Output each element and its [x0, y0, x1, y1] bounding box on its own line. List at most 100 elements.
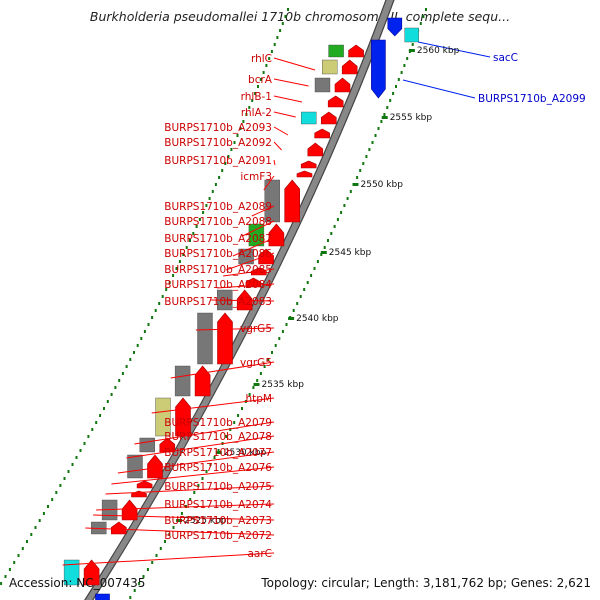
inner-tick-ring-dot	[192, 232, 195, 235]
outer-tick-ring-dot	[327, 239, 329, 242]
outer-tick-ring-dot	[346, 197, 349, 200]
outer-tick-ring-dot	[306, 281, 309, 284]
gene-label-reverse: BURPS1710b_A2087	[164, 233, 272, 245]
outer-tick-ring-dot	[155, 554, 158, 557]
leader-line-reverse	[117, 451, 275, 474]
kbp-major-tick	[381, 116, 388, 119]
inner-tick-ring-dot	[133, 351, 135, 354]
accession-text: Accession: NC_007435	[9, 576, 146, 590]
outer-tick-ring-dot	[274, 344, 277, 347]
outer-tick-ring-dot	[229, 428, 232, 431]
kbp-label: 2545 kbp	[329, 248, 372, 258]
leader-line-reverse	[85, 527, 275, 536]
outer-tick-ring-dot	[362, 162, 365, 165]
inner-tick-ring-dot	[165, 288, 168, 291]
inner-tick-ring-dot	[172, 274, 175, 277]
inner-tick-ring-dot	[59, 484, 62, 487]
cog-block	[174, 365, 191, 397]
gene-arrow-reverse	[268, 223, 285, 247]
inner-tick-ring-dot	[208, 197, 211, 200]
topology-text: Topology: circular; Length: 3,181,762 bp…	[261, 576, 591, 590]
cog-track	[63, 27, 419, 586]
leader-line-forward	[402, 79, 476, 99]
outer-tick-ring-dot	[386, 106, 389, 109]
inner-tick-ring-dot	[230, 148, 233, 151]
outer-tick-ring-dot	[333, 225, 336, 228]
outer-tick-ring-dot	[374, 134, 377, 137]
inner-tick-ring-dot	[251, 99, 254, 102]
leader-line-reverse	[111, 466, 275, 485]
inner-tick-ring-dot	[195, 225, 198, 228]
inner-tick-ring-dot	[51, 498, 54, 501]
gene-label-reverse: BURPS1710b_A2085	[164, 264, 272, 276]
outer-tick-ring-dot	[349, 190, 352, 193]
gene-label-reverse: vgrG5	[240, 323, 272, 335]
outer-tick-ring-dot	[320, 253, 323, 256]
outer-tick-ring-dot	[142, 575, 145, 578]
gene-label-reverse: BURPS1710b_A2086	[164, 248, 272, 260]
gene-arrow-reverse	[121, 499, 138, 521]
outer-tick-ring-dot	[343, 204, 346, 207]
inner-tick-ring-dot	[161, 295, 164, 298]
outer-tick-ring-dot	[267, 358, 270, 361]
outer-tick-ring-dot	[299, 295, 302, 298]
outer-tick-ring-dot	[422, 15, 425, 18]
outer-tick-ring-dot	[340, 211, 343, 214]
inner-tick-ring-dot	[211, 190, 214, 193]
gene-label-reverse: BURPS1710b_A2074	[164, 499, 272, 511]
leader-line-reverse	[273, 141, 282, 151]
outer-tick-ring-dot	[164, 540, 166, 543]
leader-line-reverse	[211, 299, 275, 302]
gene-arrow-reverse	[334, 77, 351, 93]
outer-tick-ring-dot	[138, 582, 141, 585]
outer-tick-ring-dot	[259, 372, 262, 375]
backbone-edge-right	[92, 0, 395, 600]
outer-tick-ring-dot	[380, 120, 383, 123]
gene-arrow-forward	[95, 593, 110, 600]
inner-tick-ring-dot	[38, 519, 41, 522]
gene-arrow-reverse	[147, 454, 163, 479]
gene-label-reverse: icmF3	[240, 171, 272, 183]
inner-tick-ring-dot	[91, 428, 94, 431]
inner-tick-ring-dot	[254, 92, 257, 95]
inner-tick-ring-dot	[281, 22, 284, 25]
inner-tick-ring-dot	[205, 204, 208, 207]
gene-track	[83, 17, 403, 600]
leader-line-reverse	[126, 435, 275, 459]
outer-tick-ring-dot	[313, 267, 316, 270]
inner-tick-ring-dot	[248, 106, 251, 109]
cog-block	[197, 312, 213, 365]
inner-tick-ring-dot	[265, 64, 268, 67]
kbp-label: 2530 kbp	[224, 448, 267, 458]
gene-label-reverse: BURPS1710b_A2083	[164, 296, 272, 308]
leader-line-forward	[417, 41, 491, 58]
outer-tick-ring-dot	[205, 470, 208, 473]
inner-tick-ring-dot	[26, 540, 28, 543]
kbp-label: 2535 kbp	[262, 380, 305, 390]
inner-tick-ring-dot	[79, 449, 82, 452]
outer-tick-ring-dot	[425, 8, 427, 11]
cog-block	[404, 27, 419, 43]
gene-label-reverse: BURPS1710b_A2075	[164, 481, 272, 493]
cog-block	[314, 77, 331, 93]
gene-labels: 2560 kbp 2555 kbp 2550 kbp 2545 kbp 2540 kbp…	[164, 46, 585, 560]
backbone	[84, 0, 395, 600]
inner-tick-ring-dot	[218, 176, 221, 179]
inner-tick-ring-dot	[273, 43, 276, 46]
inner-tick-ring-dot	[198, 218, 201, 221]
inner-tick-ring-dot	[214, 183, 217, 186]
outer-tick-ring-dot	[310, 274, 313, 277]
outer-tick-ring-dot	[406, 57, 409, 60]
inner-tick-ring-dot	[202, 211, 205, 214]
outer-tick-ring-dot	[411, 43, 414, 46]
gene-label-reverse: vgrG5	[240, 357, 272, 369]
inner-tick-ring-dot	[287, 8, 289, 11]
inner-tick-ring-dot	[136, 344, 139, 347]
inner-tick-ring-dot	[168, 281, 171, 284]
cog-block	[301, 111, 317, 125]
gene-label-reverse: htpM	[246, 393, 273, 405]
leader-line-reverse	[62, 552, 275, 566]
gene-label-reverse: BURPS1710b_A2092	[164, 137, 272, 149]
outer-tick-ring-dot	[285, 323, 288, 326]
inner-tick-ring-dot	[257, 85, 259, 88]
